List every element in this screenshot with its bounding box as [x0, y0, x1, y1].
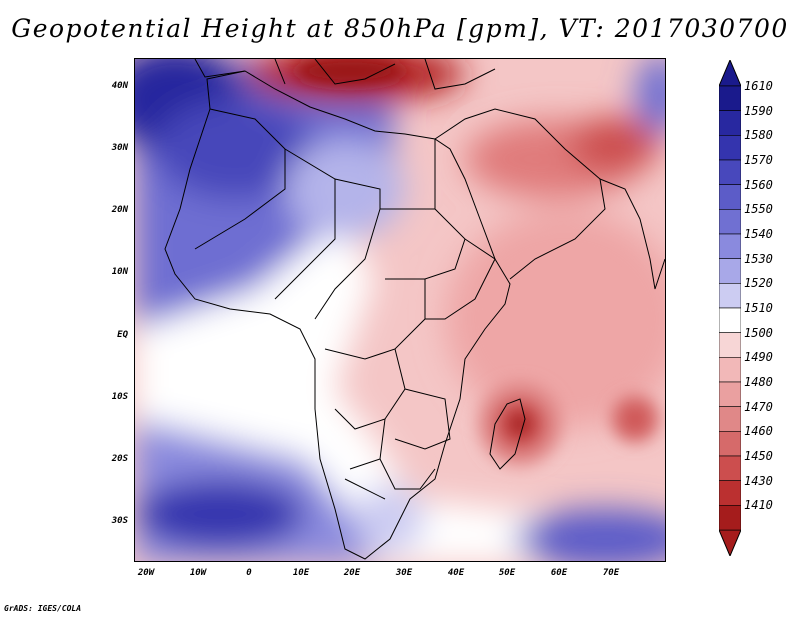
colorbar-level-label: 1500 [744, 325, 773, 340]
lat-label: 20S [111, 454, 128, 464]
colorbar-level-label: 1430 [744, 473, 773, 488]
lon-label: 60E [550, 568, 568, 578]
lon-label: 10W [189, 568, 207, 578]
colorbar-segment [719, 357, 741, 383]
colorbar-segment [719, 110, 741, 136]
lon-label: 40E [447, 568, 465, 578]
coastlines [164, 59, 665, 560]
colorbar-segment [719, 283, 741, 309]
colorbar-segment [719, 455, 741, 481]
lat-label: 10S [111, 392, 128, 402]
map-title: Geopotential Height at 850hPa [gpm], VT:… [11, 14, 789, 43]
map-panel [134, 58, 666, 562]
colorbar-bottom-arrow [719, 529, 741, 556]
lon-label: 0 [246, 568, 252, 578]
footer-credit: GrADS: IGES/COLA [4, 604, 82, 613]
colorbar-level-label: 1540 [744, 227, 773, 241]
lat-label: 30S [111, 516, 128, 526]
colorbar [719, 60, 741, 556]
colorbar-segment [719, 258, 741, 284]
lat-label: 20N [111, 205, 128, 215]
lon-label: 20W [137, 568, 155, 578]
colorbar-segment [719, 135, 741, 161]
lon-label: 20E [343, 568, 361, 578]
lon-label: 50E [498, 568, 516, 578]
lat-label: 10N [111, 267, 128, 277]
colorbar-segment [719, 307, 741, 333]
geopotential-field [135, 59, 665, 561]
colorbar-level-label: 1490 [744, 350, 773, 365]
colorbar-graphic [719, 60, 741, 556]
colorbar-segment [719, 505, 741, 531]
colorbar-level-label: 1470 [744, 399, 773, 414]
colorbar-level-label: 1590 [744, 103, 773, 118]
lon-label: 10E [292, 568, 310, 578]
colorbar-segment [719, 406, 741, 432]
colorbar-level-label: 1610 [744, 79, 773, 93]
colorbar-level-label: 1480 [744, 375, 773, 389]
lat-label: EQ [117, 330, 128, 340]
colorbar-level-label: 1450 [744, 449, 773, 463]
colorbar-segment [719, 233, 741, 259]
lat-label: 30N [111, 143, 128, 153]
colorbar-level-label: 1560 [744, 177, 773, 192]
colorbar-segment [719, 209, 741, 235]
colorbar-top-arrow [719, 60, 741, 87]
colorbar-segment [719, 332, 741, 358]
colorbar-level-label: 1410 [744, 498, 773, 513]
lat-label: 40N [111, 81, 128, 91]
colorbar-level-label: 1460 [744, 424, 773, 439]
colorbar-level-label: 1570 [744, 153, 773, 167]
colorbar-segment [719, 159, 741, 185]
colorbar-level-label: 1580 [744, 128, 773, 143]
colorbar-level-label: 1530 [744, 251, 773, 266]
colorbar-segment [719, 381, 741, 407]
lon-label: 30E [395, 568, 413, 578]
colorbar-level-label: 1520 [744, 276, 773, 291]
colorbar-level-label: 1550 [744, 202, 773, 217]
colorbar-segment [719, 85, 741, 111]
colorbar-segment [719, 184, 741, 210]
colorbar-segment [719, 431, 741, 457]
lon-label: 70E [602, 568, 620, 578]
colorbar-level-label: 1510 [744, 301, 773, 315]
colorbar-segment [719, 480, 741, 506]
